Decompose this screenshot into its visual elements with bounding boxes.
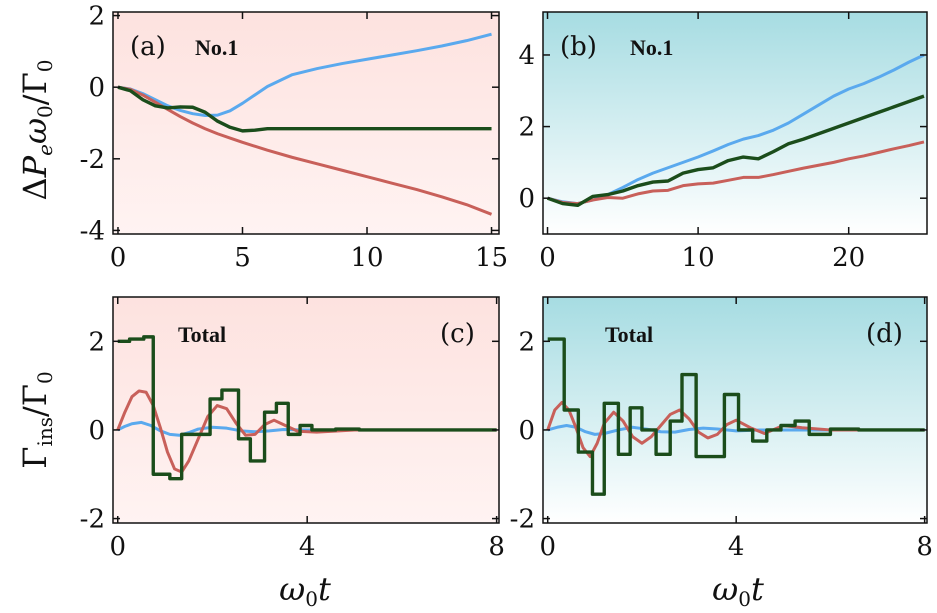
y-tick-label: 0 [88,73,105,103]
y-tick-label: 0 [518,184,535,214]
x-label-right-sub0: 0 [738,587,751,611]
x-tick-label: 0 [110,243,127,273]
plot-background [543,12,927,234]
y-label-top-delta: Δ [16,177,54,200]
y-tick-label: 0 [518,416,535,446]
series-line-green [546,94,925,208]
y-tick-label: -2 [80,145,105,175]
x-axis-label-left: ω0t [279,570,331,611]
plot-frame [112,296,500,524]
series-line-green [547,337,925,496]
panel-note: No.1 [630,35,673,60]
x-tick-label: 5 [234,243,251,273]
panel-a: 0 5 10 15 -4 -2 0 2 (a) No.1 [80,2,508,273]
plot-background [113,297,499,523]
y-tick-label: 2 [88,327,105,357]
series-line-blue [117,32,492,117]
plot-frame [542,296,928,524]
y-tick-label: -2 [510,505,535,535]
panel-note: Total [178,322,226,347]
x-tick-label: 0 [539,532,556,562]
series-line-red [546,400,925,459]
panel-d: 0 4 8-202 (d)Total [510,296,933,562]
plot-frame [112,11,500,235]
x-axis-label-right: ω0t [712,570,764,611]
series-line-green [117,85,492,133]
series-line-red [116,389,497,474]
y-label-bottom-gamma0: /Γ [16,384,54,417]
plot-frame [542,11,928,235]
y-axis-label-top: ΔPeω0/Γ0 [16,59,57,200]
plot-background [543,297,927,523]
y-label-bottom-sub0: 0 [33,371,57,384]
y-tick-label: 2 [88,2,105,32]
panel-note: No.1 [195,35,238,60]
y-label-top-omega: ω [16,118,54,144]
y-axis-label-bottom: Γins/Γ0 [16,371,57,468]
x-tick-label: 8 [916,532,933,562]
y-tick-label: -2 [80,505,105,535]
series-line-blue [117,420,497,437]
panel-label: (d) [866,319,903,349]
x-label-left-omega: ω [279,570,305,608]
panel-b: 0 10 20 0 2 4 (b) No.1 [518,11,928,273]
series-line-green [117,335,497,481]
panel-label: (c) [440,319,475,349]
panel-label: (a) [130,32,166,62]
x-tick-label: 20 [832,243,865,273]
x-tick-label: 0 [539,243,556,273]
y-label-top-sub0b: 0 [33,59,57,72]
y-tick-label: 4 [518,41,535,71]
y-tick-label: 2 [518,113,535,143]
series-line-red [117,85,493,216]
y-tick-label: -4 [80,216,105,246]
x-tick-label: 4 [299,532,316,562]
x-tick-label: 8 [488,532,505,562]
x-tick-label: 0 [109,532,126,562]
x-label-right-omega: ω [712,570,738,608]
plot-background [113,12,499,234]
y-tick-label: 0 [88,416,105,446]
x-label-left-t: t [318,570,331,608]
panel-label: (b) [560,32,597,62]
y-label-top-p: P [16,155,54,178]
panel-c: 0 4 8-202 (c)Total [80,296,505,562]
panel-note: Total [605,322,653,347]
y-label-top-e: e [33,144,57,156]
x-tick-label: 4 [728,532,745,562]
y-tick-label: 2 [518,327,535,357]
x-label-right-t: t [751,570,764,608]
x-tick-label: 15 [475,243,508,273]
y-label-bottom-ins: ins [33,417,57,447]
x-label-left-sub0: 0 [305,587,318,611]
y-label-bottom-gamma: Γ [16,447,54,469]
series-line-red [547,140,925,206]
x-tick-label: 10 [682,243,715,273]
y-label-top-sub0: 0 [33,105,57,118]
y-label-top-gamma: /Γ [16,72,54,105]
x-tick-label: 10 [350,243,383,273]
